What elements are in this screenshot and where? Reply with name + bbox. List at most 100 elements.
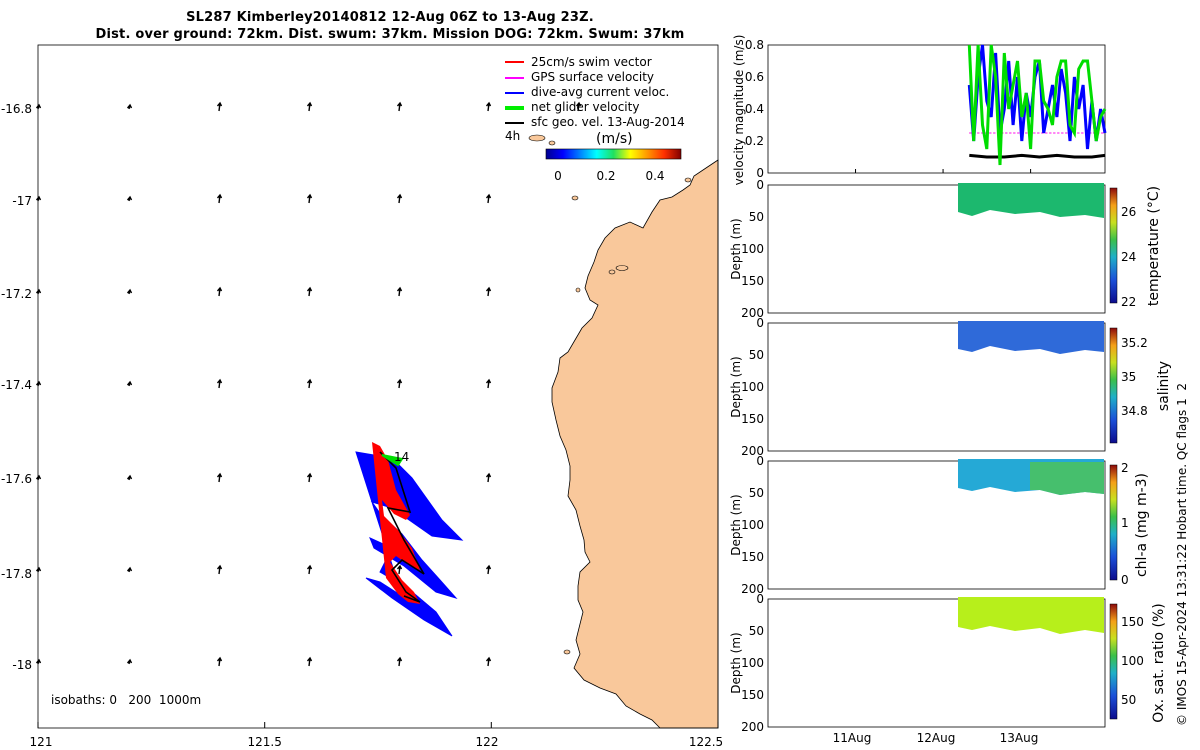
track-end-label: 14 xyxy=(394,450,409,464)
glider-path-line xyxy=(379,451,425,603)
velocity-series-line xyxy=(967,44,1107,166)
geo-velocity-arrow xyxy=(396,564,403,575)
map-panel: 121 121.5 122 122.5 -16.8 -17 -17.2 -17.… xyxy=(1,44,723,749)
geo-velocity-arrow xyxy=(306,286,313,297)
geo-velocity-arrow xyxy=(485,564,492,575)
velocity-series xyxy=(855,44,1107,173)
map-x-tick: 121.5 xyxy=(248,735,282,749)
depth-label: Depth (m) xyxy=(729,494,743,555)
geo-velocity-arrow xyxy=(306,101,313,112)
legend-label: sfc geo. vel. 13-Aug-2014 xyxy=(531,115,685,129)
geo-velocity-arrow xyxy=(126,566,133,573)
geo-velocity-arrow xyxy=(396,286,403,297)
geo-velocity-arrow xyxy=(126,658,133,665)
temperature-colorbar-tick: 24 xyxy=(1121,250,1136,264)
temperature-panel: 0 50 100 150 200 Depth (m) 22 24 26 temp… xyxy=(729,178,1162,320)
oxygen-colorbar-tick: 100 xyxy=(1121,654,1144,668)
temperature-colorbar-tick: 22 xyxy=(1121,295,1136,309)
map-x-axis: 121 121.5 122 122.5 xyxy=(30,722,723,749)
map-axes-box xyxy=(37,44,719,729)
velocity-y-label: velocity magnitude (m/s) xyxy=(732,35,746,186)
geo-velocity-arrow xyxy=(306,564,313,575)
map-y-tick: -17.8 xyxy=(1,567,32,581)
velocity-y-tick: 0.8 xyxy=(745,38,764,52)
depth-tick: 50 xyxy=(749,624,764,638)
geo-velocity-arrow xyxy=(396,378,403,389)
velocity-panel: 0 0.2 0.4 0.6 0.8 velocity magnitude (m/… xyxy=(732,35,1107,186)
geo-velocity-arrow xyxy=(35,288,42,295)
oxygen-colorbar-tick: 50 xyxy=(1121,693,1136,707)
temperature-colorbar-label: temperature (°C) xyxy=(1146,186,1162,306)
time-axis: 11Aug 12Aug 13Aug xyxy=(833,731,1039,745)
salinity-colorbar-tick: 34.8 xyxy=(1121,404,1148,418)
net-glider-velocity-marker xyxy=(381,454,404,467)
map-y-tick: -17 xyxy=(12,194,32,208)
geo-velocity-arrow xyxy=(485,193,492,204)
depth-tick: 0 xyxy=(756,454,764,468)
geo-velocity-arrow xyxy=(35,195,42,202)
geo-velocity-arrow xyxy=(126,380,133,387)
geo-velocity-arrow xyxy=(126,195,133,202)
depth-tick: 100 xyxy=(741,242,764,256)
temperature-section-data xyxy=(958,183,1104,218)
geo-velocity-arrow xyxy=(306,193,313,204)
geo-velocity-arrow xyxy=(396,193,403,204)
coastline-land xyxy=(551,159,719,729)
geo-velocity-arrow xyxy=(485,378,492,389)
figure-title-line2: Dist. over ground: 72km. Dist. swum: 37k… xyxy=(95,27,685,42)
depth-tick: 200 xyxy=(741,720,764,734)
depth-tick: 100 xyxy=(741,518,764,532)
velocity-y-tick: 0.2 xyxy=(745,134,764,148)
chlorophyll-colorbar-label: chl-a (mg m-3) xyxy=(1134,473,1150,577)
chlorophyll-colorbar xyxy=(1109,464,1118,581)
geo-velocity-arrow xyxy=(35,658,42,665)
scale-label: 4h xyxy=(505,129,520,143)
colorbar-tick: 0.4 xyxy=(645,169,664,183)
temperature-colorbar xyxy=(1109,187,1118,304)
depth-tick: 200 xyxy=(741,444,764,458)
geo-velocity-arrow xyxy=(485,101,492,112)
legend-label: 25cm/s swim vector xyxy=(531,55,652,69)
legend-label: net glider velocity xyxy=(531,100,639,114)
chlorophyll-colorbar-tick: 2 xyxy=(1121,461,1129,475)
oxygen-section-data xyxy=(958,597,1104,634)
footer-copyright: © IMOS 15-Apr-2024 13:31:22 Hobart time.… xyxy=(1175,383,1189,726)
salinity-colorbar xyxy=(1109,327,1118,444)
map-x-tick: 122.5 xyxy=(689,735,723,749)
velocity-series-line xyxy=(969,153,1106,159)
geo-velocity-arrow xyxy=(216,193,223,204)
geo-velocity-arrow xyxy=(485,472,492,483)
geo-velocity-arrow xyxy=(126,474,133,481)
velocity-y-tick: 0.4 xyxy=(745,102,764,116)
map-y-tick: -18 xyxy=(12,658,32,672)
geo-velocity-arrow xyxy=(126,103,133,110)
chlorophyll-panel: 0 50 100 150 200 Depth (m) 0 1 2 chl-a (… xyxy=(729,454,1150,596)
colorbar-gradient xyxy=(545,148,682,160)
depth-tick: 150 xyxy=(741,412,764,426)
velocity-y-tick: 0.6 xyxy=(745,70,764,84)
depth-tick: 0 xyxy=(756,178,764,192)
salinity-colorbar-label: salinity xyxy=(1156,361,1172,411)
depth-tick: 0 xyxy=(756,316,764,330)
time-tick: 12Aug xyxy=(917,731,956,745)
geo-velocity-arrow xyxy=(35,380,42,387)
isobaths-label: isobaths: 0 200 1000m xyxy=(51,693,201,707)
oxygen-colorbar-tick: 150 xyxy=(1121,615,1144,629)
geo-velocity-arrow xyxy=(216,378,223,389)
depth-tick: 0 xyxy=(756,592,764,606)
figure-title-line1: SL287 Kimberley20140812 12-Aug 06Z to 13… xyxy=(186,10,594,25)
velocity-series-line xyxy=(967,44,1107,150)
map-x-tick: 122 xyxy=(476,735,499,749)
depth-tick: 50 xyxy=(749,486,764,500)
map-y-tick: -17.4 xyxy=(1,378,32,392)
velocity-y-tick: 0 xyxy=(756,166,764,180)
chlorophyll-colorbar-tick: 1 xyxy=(1121,516,1129,530)
salinity-colorbar-tick: 35 xyxy=(1121,370,1136,384)
map-x-tick: 121 xyxy=(30,735,53,749)
depth-tick: 50 xyxy=(749,348,764,362)
oxygen-colorbar xyxy=(1109,603,1118,720)
depth-tick: 150 xyxy=(741,550,764,564)
glider-track-group: 14 xyxy=(355,442,464,637)
geo-velocity-arrow xyxy=(575,101,582,112)
